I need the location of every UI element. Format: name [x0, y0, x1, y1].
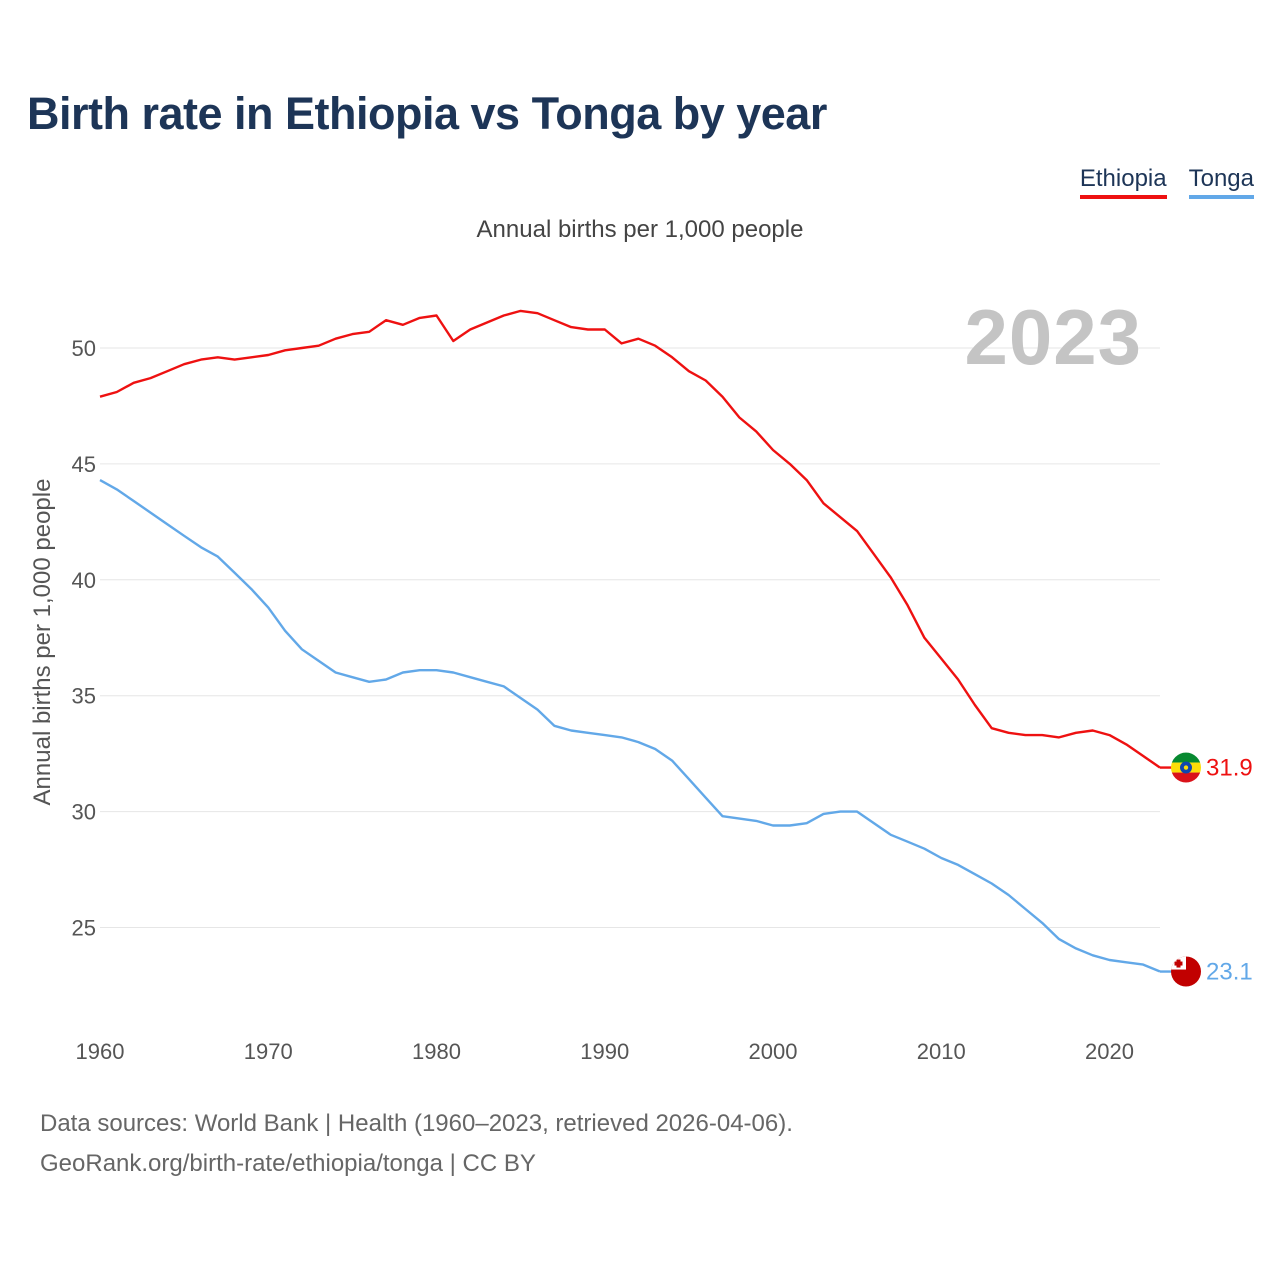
source-line-2[interactable]: GeoRank.org/birth-rate/ethiopia/tonga | … — [40, 1150, 536, 1177]
page-title: Birth rate in Ethiopia vs Tonga by year — [27, 88, 827, 139]
x-tick-label: 2020 — [1085, 1039, 1134, 1064]
x-tick-label: 1980 — [412, 1039, 461, 1064]
year-badge: 2023 — [964, 293, 1142, 381]
legend-item-tonga[interactable]: Tonga — [1188, 165, 1254, 199]
end-label-ethiopia: 31.9 — [1206, 755, 1253, 782]
y-axis-label: Annual births per 1,000 people — [29, 479, 56, 806]
x-tick-label: 2000 — [749, 1039, 798, 1064]
source-note: Data sources: World Bank | Health (1960–… — [40, 1104, 793, 1184]
legend-item-ethiopia[interactable]: Ethiopia — [1079, 165, 1167, 199]
flag-ethiopia-icon — [1171, 752, 1201, 783]
gridlines — [100, 347, 1160, 928]
legend: Ethiopia Tonga — [1079, 165, 1254, 199]
series-lines — [99, 309, 1172, 973]
end-markers: 31.9 23.1 — [1171, 752, 1253, 987]
series-line-tonga[interactable] — [99, 479, 1161, 973]
line-chart: 25 30 35 40 45 50 1960 1970 1980 1990 2000 2010 202… — [29, 309, 1253, 1064]
chart-subtitle: Annual births per 1,000 people — [476, 216, 804, 243]
y-axis-ticks: 25 30 35 40 45 50 — [72, 336, 96, 941]
y-tick-label: 40 — [72, 568, 96, 593]
y-tick-label: 35 — [72, 684, 96, 709]
end-label-tonga: 23.1 — [1206, 959, 1253, 986]
x-tick-label: 1970 — [244, 1039, 293, 1064]
flag-tonga-icon — [1171, 956, 1201, 987]
y-tick-label: 45 — [72, 452, 96, 477]
x-axis-ticks: 1960 1970 1980 1990 2000 2010 2020 — [76, 1039, 1134, 1064]
x-tick-label: 2010 — [917, 1039, 966, 1064]
source-line-1: Data sources: World Bank | Health (1960–… — [40, 1110, 793, 1137]
series-line-ethiopia[interactable] — [99, 309, 1161, 769]
y-tick-label: 30 — [72, 800, 96, 825]
x-tick-label: 1960 — [76, 1039, 125, 1064]
x-tick-label: 1990 — [580, 1039, 629, 1064]
y-tick-label: 50 — [72, 336, 96, 361]
y-tick-label: 25 — [72, 916, 96, 941]
